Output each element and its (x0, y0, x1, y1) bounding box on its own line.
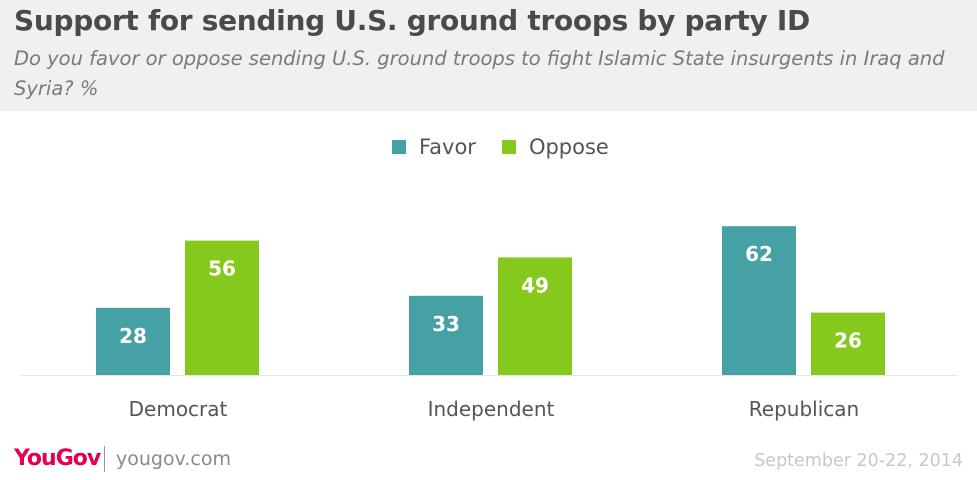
bar-oppose-independent (498, 257, 572, 375)
category-label-republican: Republican (749, 397, 859, 421)
yougov-logo: YouGov (14, 446, 101, 471)
legend-item-favor: Favor (392, 135, 476, 159)
footer-divider (104, 446, 105, 472)
footer-url[interactable]: yougov.com (116, 448, 231, 470)
legend-label-oppose: Oppose (528, 135, 609, 159)
data-label-favor-democrat: 28 (119, 324, 147, 348)
chart-subtitle: Do you favor or oppose sending U.S. grou… (14, 47, 945, 100)
category-label-democrat: Democrat (129, 397, 228, 421)
bar-favor-independent (409, 295, 483, 375)
legend-item-oppose: Oppose (501, 135, 609, 159)
data-label-oppose-republican: 26 (834, 329, 862, 353)
bar-favor-democrat (96, 307, 170, 375)
data-label-oppose-independent: 49 (521, 273, 549, 297)
category-label-independent: Independent (428, 397, 555, 421)
legend-swatch-favor (392, 140, 406, 154)
bar-favor-republican (722, 226, 796, 375)
bar-oppose-democrat (185, 240, 259, 375)
legend-label-favor: Favor (419, 135, 476, 159)
bar-oppose-republican (811, 312, 885, 375)
header-band: Support for sending U.S. ground troops b… (0, 0, 977, 111)
data-label-oppose-democrat: 56 (208, 257, 236, 281)
legend-swatch-oppose (501, 140, 516, 154)
data-label-favor-independent: 33 (432, 312, 460, 336)
legend: Favor Oppose (392, 134, 635, 160)
survey-date: September 20-22, 2014 (754, 451, 963, 471)
data-label-favor-republican: 62 (745, 242, 773, 266)
chart-title: Support for sending U.S. ground troops b… (14, 4, 810, 37)
